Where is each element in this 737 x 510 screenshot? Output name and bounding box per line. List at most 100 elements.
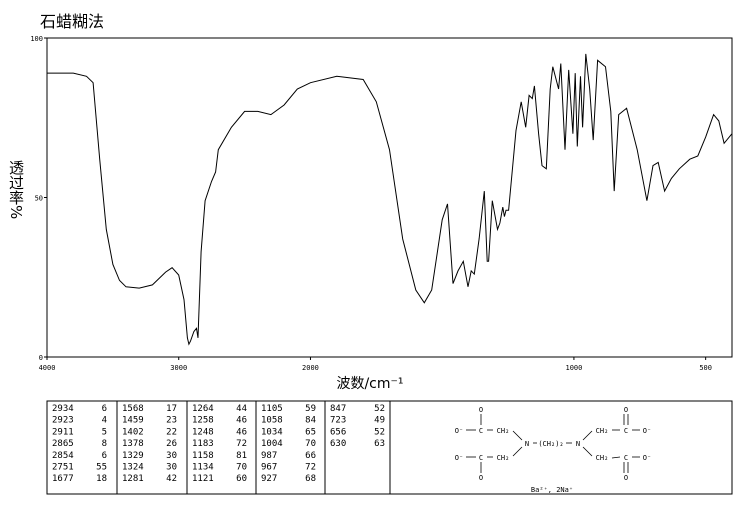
peak-wavenumber: 987 <box>261 451 277 461</box>
peak-transmittance: 30 <box>166 463 177 473</box>
y-tick-label: 100 <box>30 35 43 43</box>
peak-wavenumber: 1134 <box>192 463 214 473</box>
y-tick-label: 50 <box>35 195 43 203</box>
table-dividers <box>116 401 391 494</box>
peak-transmittance: 72 <box>305 463 316 473</box>
peak-wavenumber: 2934 <box>52 404 74 414</box>
peak-transmittance: 42 <box>166 474 177 484</box>
peak-transmittance: 70 <box>305 439 316 449</box>
structure-label: O <box>479 406 483 414</box>
peak-wavenumber: 847 <box>330 404 346 414</box>
peak-wavenumber: 927 <box>261 474 277 484</box>
x-tick-label: 3000 <box>170 364 187 372</box>
peak-wavenumber: 1058 <box>261 416 283 426</box>
peak-wavenumber: 1264 <box>192 404 214 414</box>
peak-wavenumber: 1121 <box>192 474 214 484</box>
peak-transmittance: 84 <box>305 416 316 426</box>
peak-wavenumber: 1568 <box>122 404 144 414</box>
peak-transmittance: 6 <box>102 451 107 461</box>
structure-label: C <box>479 427 483 435</box>
peak-wavenumber: 2854 <box>52 451 74 461</box>
structure-label: Ba²⁺, 2Na⁺ <box>531 486 573 494</box>
peak-transmittance: 26 <box>166 439 177 449</box>
peak-transmittance: 63 <box>374 439 385 449</box>
peak-wavenumber: 1105 <box>261 404 283 414</box>
peak-wavenumber: 967 <box>261 463 277 473</box>
peak-transmittance: 70 <box>236 463 247 473</box>
peak-transmittance: 5 <box>102 427 107 437</box>
peak-transmittance: 59 <box>305 404 316 414</box>
structure-label: N <box>576 440 580 448</box>
peak-wavenumber: 1402 <box>122 427 144 437</box>
x-tick-label: 2000 <box>302 364 319 372</box>
peak-transmittance: 4 <box>102 416 107 426</box>
peak-wavenumber: 2923 <box>52 416 74 426</box>
peak-transmittance: 8 <box>102 439 107 449</box>
peak-transmittance: 30 <box>166 451 177 461</box>
structure-label: N <box>525 440 529 448</box>
peak-transmittance: 18 <box>96 474 107 484</box>
structure-label: O <box>624 474 628 482</box>
peak-wavenumber: 2911 <box>52 427 74 437</box>
peak-transmittance: 60 <box>236 474 247 484</box>
peak-wavenumber: 1324 <box>122 463 144 473</box>
peak-wavenumber: 1281 <box>122 474 144 484</box>
structure-label: CH₂ <box>596 427 609 435</box>
peak-wavenumber: 2751 <box>52 463 74 473</box>
structure-bonds <box>466 414 640 473</box>
peak-transmittance: 17 <box>166 404 177 414</box>
peak-wavenumber: 656 <box>330 427 346 437</box>
peak-transmittance: 55 <box>96 463 107 473</box>
peak-transmittance: 68 <box>305 474 316 484</box>
peak-wavenumber: 1378 <box>122 439 144 449</box>
structure-label: C <box>624 454 628 462</box>
peak-transmittance: 46 <box>236 427 247 437</box>
peak-wavenumber: 723 <box>330 416 346 426</box>
structure-label: CH₂ <box>497 454 510 462</box>
spectrum-line <box>47 53 733 346</box>
peak-wavenumber: 1248 <box>192 427 214 437</box>
peak-transmittance: 22 <box>166 427 177 437</box>
peak-transmittance: 65 <box>305 427 316 437</box>
x-axis-label: 波数/cm⁻¹ <box>336 376 403 392</box>
peak-transmittance: 72 <box>236 439 247 449</box>
x-tick-label: 500 <box>699 364 712 372</box>
structure-label: O⁻ <box>455 454 463 462</box>
peak-transmittance: 49 <box>374 416 385 426</box>
structure-label: O <box>624 406 628 414</box>
y-axis-label: 透过率% <box>7 160 25 220</box>
structure-label: C <box>479 454 483 462</box>
structure-label: (CH₂)₂ <box>538 440 563 448</box>
x-tick-label: 1000 <box>565 364 582 372</box>
structure-label: O⁻ <box>643 427 651 435</box>
structure-label: O⁻ <box>455 427 463 435</box>
peak-wavenumber: 1004 <box>261 439 283 449</box>
peak-transmittance: 66 <box>305 451 316 461</box>
structure-label: C <box>624 427 628 435</box>
peak-wavenumber: 2865 <box>52 439 74 449</box>
peak-transmittance: 52 <box>374 427 385 437</box>
peak-transmittance: 23 <box>166 416 177 426</box>
peak-wavenumber: 1329 <box>122 451 144 461</box>
peak-transmittance: 52 <box>374 404 385 414</box>
peak-wavenumber: 1034 <box>261 427 283 437</box>
peak-transmittance: 46 <box>236 416 247 426</box>
plot-frame <box>46 37 733 358</box>
peak-wavenumber: 1258 <box>192 416 214 426</box>
peak-transmittance: 81 <box>236 451 247 461</box>
structure-label: O <box>479 474 483 482</box>
peak-wavenumber: 630 <box>330 439 346 449</box>
y-tick-label: 0 <box>39 354 43 362</box>
peak-transmittance: 44 <box>236 404 247 414</box>
peak-wavenumber: 1158 <box>192 451 214 461</box>
peak-wavenumber: 1677 <box>52 474 74 484</box>
x-tick-label: 4000 <box>39 364 56 372</box>
structure-label: O⁻ <box>643 454 651 462</box>
chart-title: 石蜡糊法 <box>40 12 104 31</box>
structure-label: CH₂ <box>596 454 609 462</box>
peak-wavenumber: 1459 <box>122 416 144 426</box>
peak-transmittance: 6 <box>102 404 107 414</box>
peak-wavenumber: 1183 <box>192 439 214 449</box>
